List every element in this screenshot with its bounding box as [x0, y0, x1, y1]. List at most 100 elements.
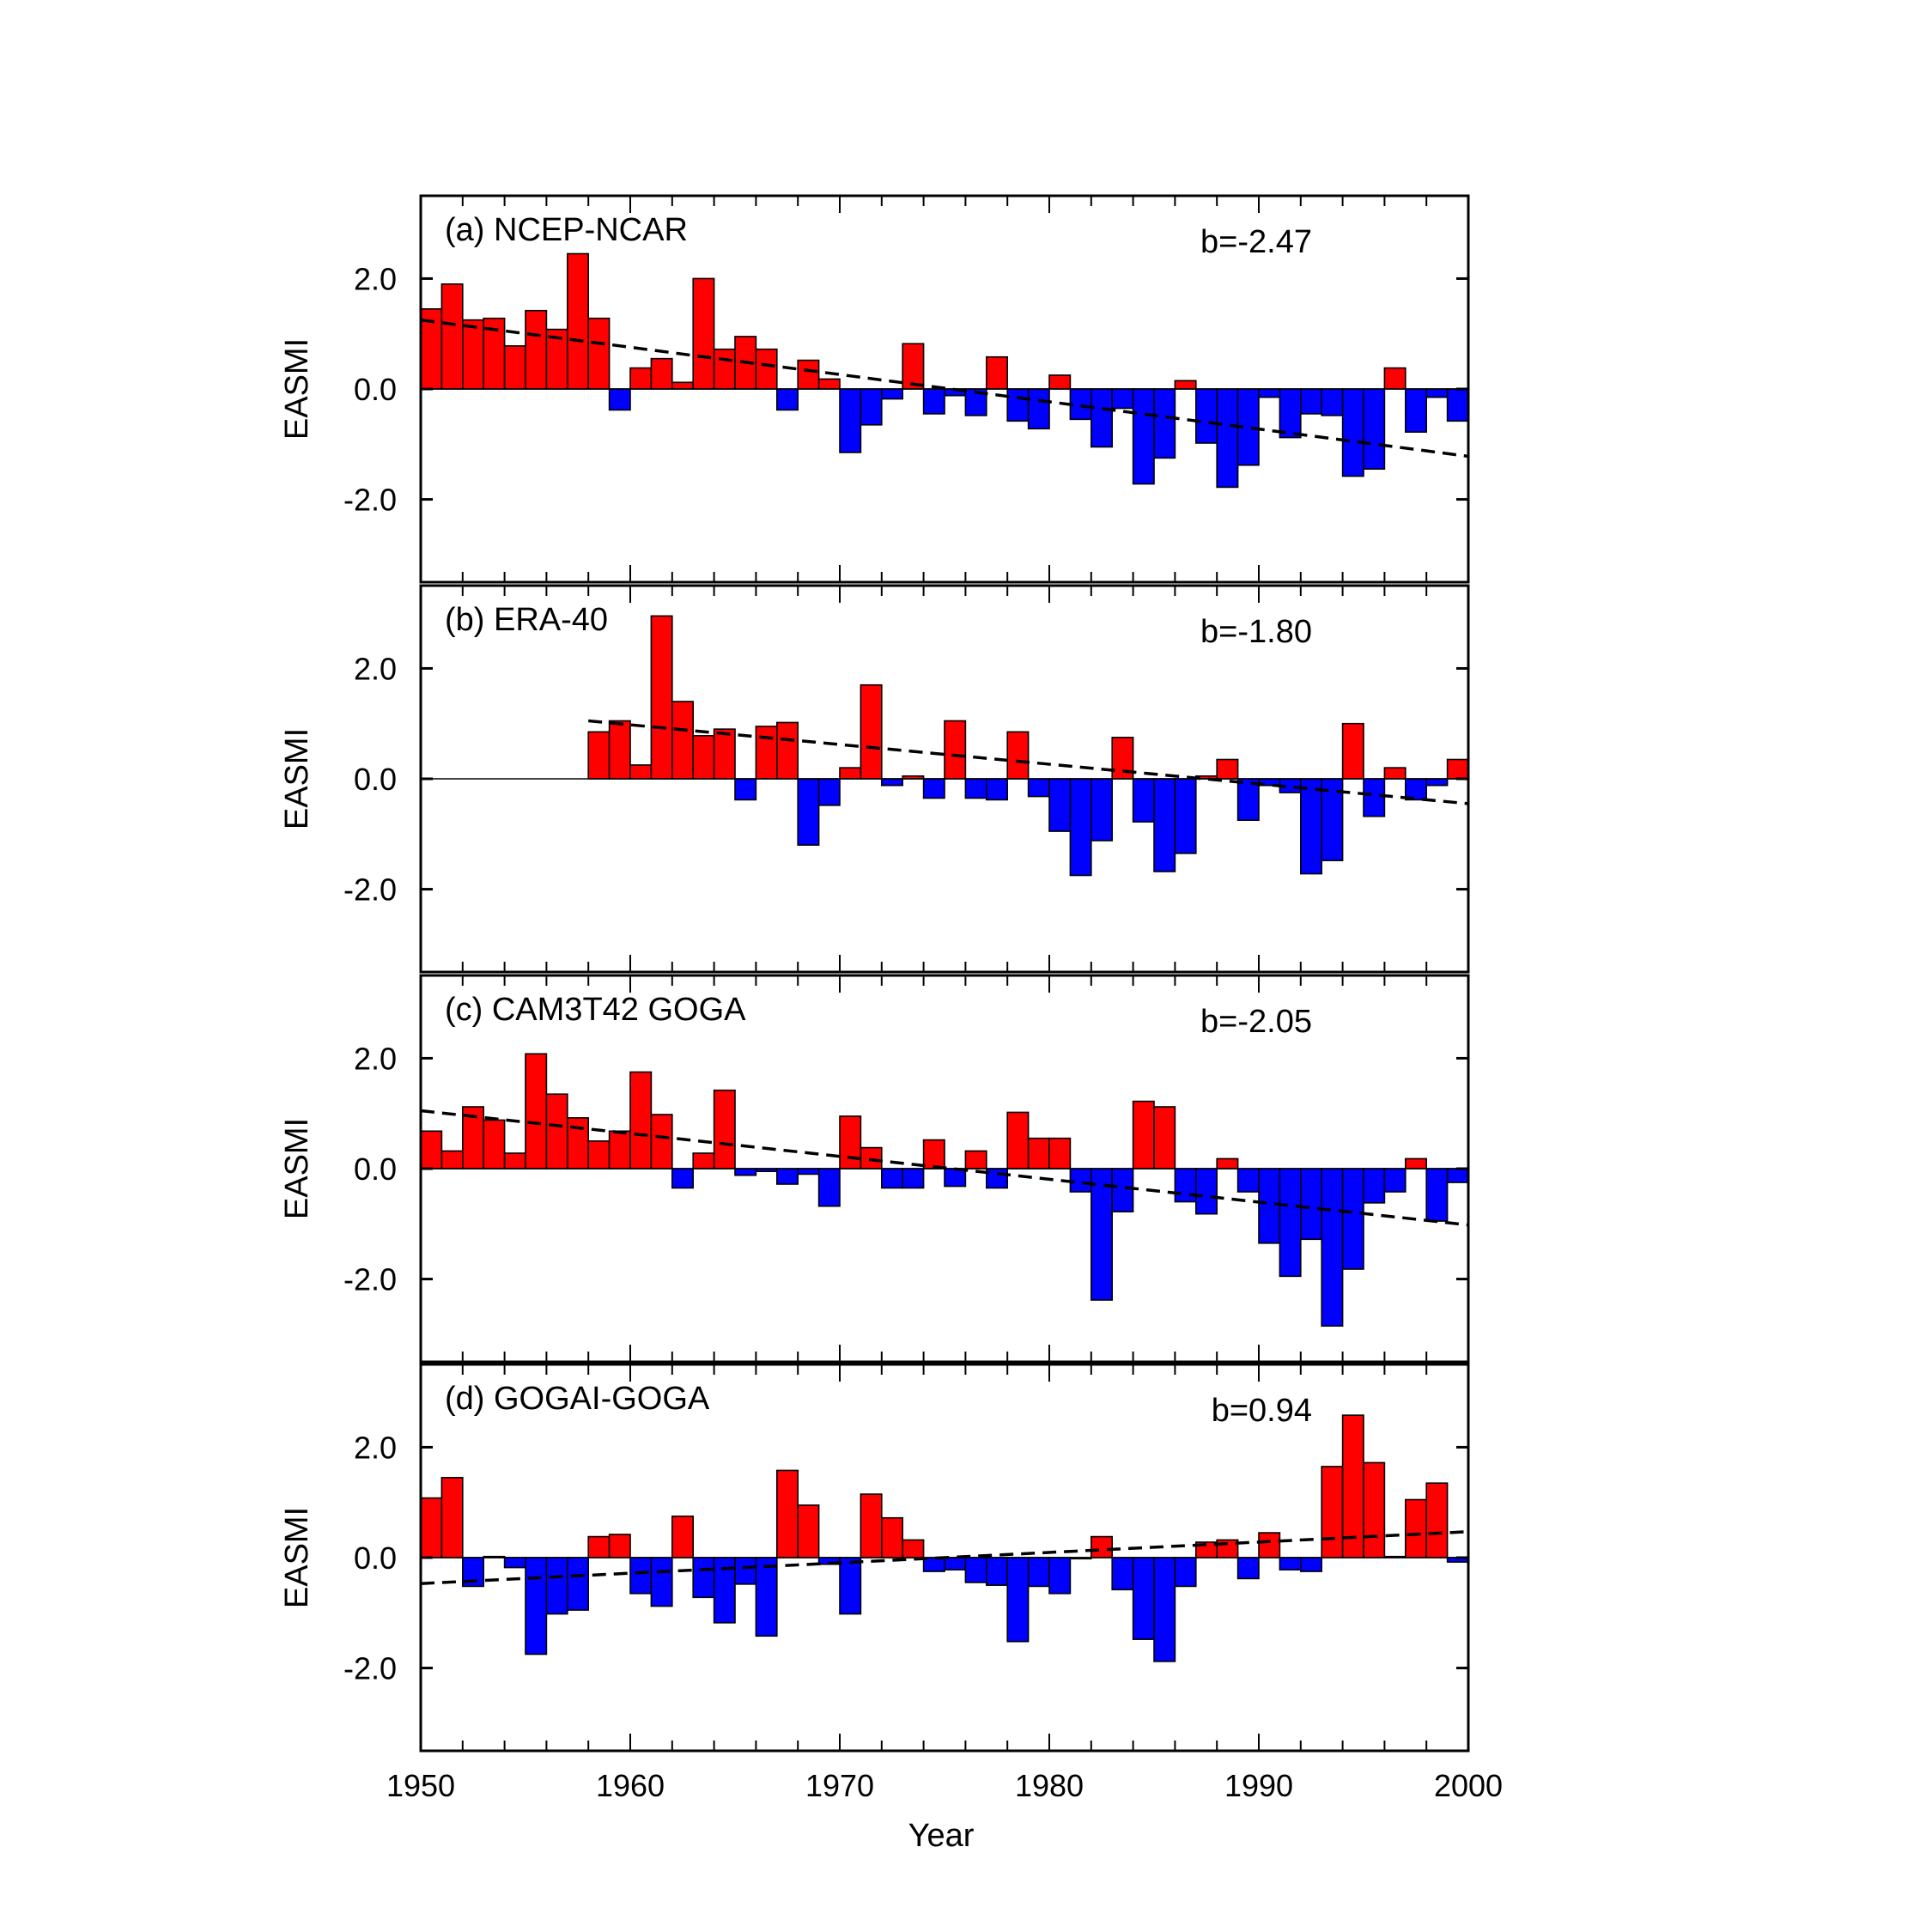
bar	[1425, 778, 1449, 787]
bar	[587, 1140, 611, 1170]
bar	[1069, 778, 1092, 877]
bar	[1405, 1498, 1428, 1558]
panel-title: (a) NCEP-NCAR	[445, 212, 688, 248]
x-tick-label: 1960	[596, 1768, 665, 1803]
trend-line	[420, 318, 1469, 459]
bar	[797, 778, 820, 846]
x-axis-label: Year	[908, 1818, 975, 1854]
bar	[1279, 1168, 1302, 1278]
bar	[1027, 1557, 1050, 1588]
bar	[734, 778, 757, 801]
bar	[797, 1168, 820, 1176]
bar	[1048, 374, 1072, 390]
bar	[1195, 388, 1218, 444]
bar	[922, 388, 945, 415]
bar	[629, 1071, 653, 1170]
bar	[1111, 1557, 1134, 1591]
bar	[1258, 1532, 1281, 1558]
bar	[944, 1168, 967, 1188]
bar	[629, 367, 653, 390]
bar	[1091, 1168, 1114, 1301]
bar	[420, 1130, 443, 1170]
bar	[1132, 388, 1155, 485]
bar	[503, 345, 526, 390]
panel-b: 2.0 0.0 -2.0 (b) ERA-40 b=-1.80 EASMI	[279, 584, 1470, 974]
bar	[1236, 1168, 1260, 1193]
bar	[483, 1119, 506, 1170]
y-tick-label: 0.0	[354, 1151, 397, 1187]
bar	[1048, 778, 1072, 832]
bar	[629, 1557, 653, 1595]
bar	[1425, 1482, 1449, 1558]
bar	[817, 778, 841, 806]
bar	[1027, 388, 1050, 430]
bar	[839, 388, 862, 453]
bar	[650, 1114, 673, 1170]
bar	[775, 721, 799, 780]
x-tick-label: 1990	[1224, 1768, 1293, 1803]
x-tick-labels: 1950 1960 1970 1980 1990 2000	[386, 1768, 1503, 1803]
bar	[986, 355, 1009, 390]
y-axis-label: EASMI	[279, 1507, 315, 1608]
bar	[1405, 1157, 1428, 1170]
y-tick-label: -2.0	[343, 483, 397, 518]
bar	[775, 1168, 799, 1185]
x-tick-label: 1980	[1015, 1768, 1084, 1803]
bar	[1383, 1168, 1406, 1193]
bar	[692, 1152, 715, 1170]
bar	[1153, 1106, 1176, 1170]
bar	[755, 1557, 778, 1637]
bar	[566, 1557, 589, 1611]
y-tick-label: -2.0	[343, 1651, 397, 1686]
bar	[1321, 1168, 1344, 1327]
bar	[1006, 1557, 1030, 1643]
bar	[525, 309, 548, 390]
panels: 2.0 0.0 -2.0 (a) NCEP-NCAR b=-2.47 EASMI 2.0 0.…	[279, 194, 1470, 1753]
bar	[902, 1539, 925, 1558]
bar	[1216, 1157, 1239, 1170]
bar	[1363, 1461, 1386, 1558]
bar	[608, 1130, 631, 1170]
bar	[1132, 1557, 1155, 1640]
bar	[1006, 731, 1030, 780]
bar	[1006, 388, 1030, 422]
bar	[650, 357, 673, 390]
bar	[1174, 778, 1197, 854]
bar	[692, 1557, 715, 1599]
bar	[692, 277, 715, 390]
bar	[881, 1168, 904, 1189]
bar	[1405, 778, 1428, 801]
x-tick-label: 2000	[1434, 1768, 1503, 1803]
trend-line	[420, 1109, 1469, 1227]
bar	[860, 388, 883, 426]
bar	[608, 388, 631, 411]
y-axis-label: EASMI	[279, 728, 315, 829]
bar	[964, 1150, 987, 1170]
bar	[1300, 388, 1323, 415]
bar	[902, 1168, 925, 1189]
panel-a: 2.0 0.0 -2.0 (a) NCEP-NCAR b=-2.47 EASMI	[279, 194, 1470, 584]
trend-line	[420, 1530, 1469, 1585]
bar	[1174, 1168, 1197, 1203]
y-tick-label: -2.0	[343, 872, 397, 908]
trend-coefficient: b=-2.47	[1200, 224, 1312, 260]
y-tick-label: 2.0	[354, 651, 397, 686]
bar	[503, 1557, 526, 1569]
bar	[1111, 388, 1134, 410]
bar	[713, 1089, 736, 1170]
bar	[986, 1557, 1009, 1586]
bar	[1383, 367, 1406, 390]
bar	[1048, 1557, 1072, 1595]
bar	[1091, 778, 1114, 841]
bar	[713, 728, 736, 780]
bar	[1258, 1168, 1281, 1244]
y-axis-label: EASMI	[279, 1118, 315, 1219]
bar	[650, 1557, 673, 1607]
bar	[1091, 1535, 1114, 1558]
bar	[440, 1476, 464, 1558]
bar	[525, 1053, 548, 1170]
bar	[797, 359, 820, 390]
bar	[1425, 388, 1449, 398]
y-tick-label: 2.0	[354, 1430, 397, 1465]
bar	[671, 1515, 694, 1558]
